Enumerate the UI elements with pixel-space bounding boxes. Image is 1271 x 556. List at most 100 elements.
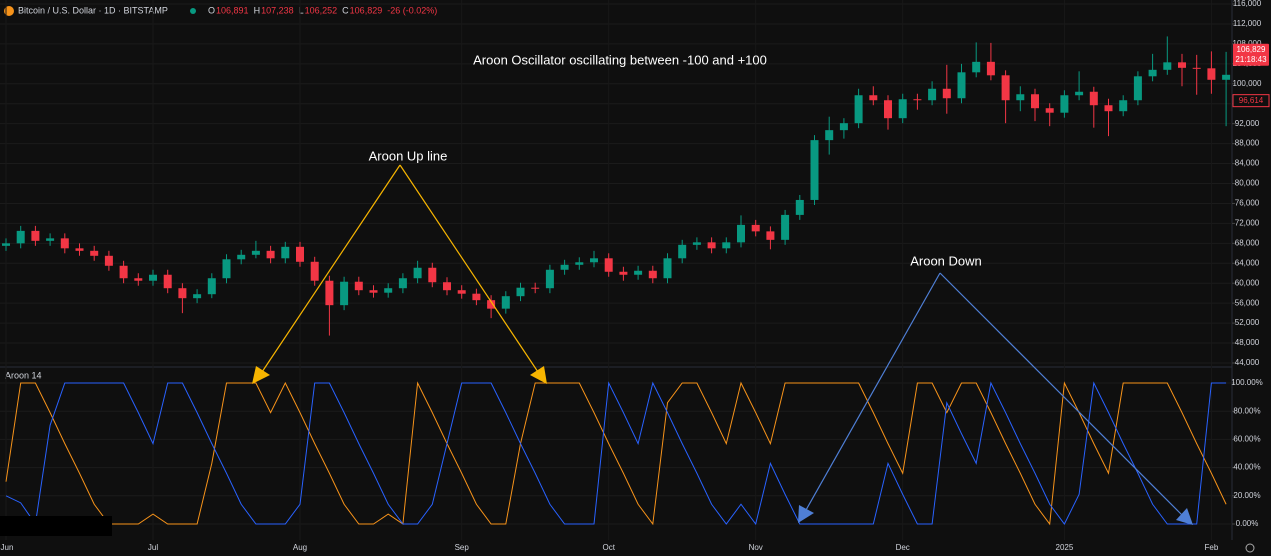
candle-body: [707, 242, 716, 249]
candle-body: [531, 287, 540, 289]
y-tick-label: 92,000: [1235, 119, 1260, 128]
candle-body: [942, 88, 951, 99]
candle-body: [16, 230, 25, 244]
y-tick-label: 52,000: [1235, 318, 1260, 327]
y-tick-label: 100,000: [1233, 79, 1262, 88]
arrow-head: [252, 366, 270, 384]
ohlc-value: 107,238: [261, 5, 294, 15]
annotation: Aroon Oscillator oscillating between -10…: [473, 52, 767, 67]
ohlc-value: 106,891: [216, 5, 249, 15]
y-tick-label: 112,000: [1233, 19, 1262, 28]
candle-body: [384, 288, 393, 293]
y-tick-label: 20.00%: [1233, 491, 1260, 500]
candle-body: [604, 258, 613, 272]
candle-body: [296, 246, 304, 262]
annotation: Aroon Down: [910, 253, 982, 268]
aroon-line: [5, 381, 1227, 526]
price-change: -26 (-0.02%): [387, 5, 437, 15]
candle-body: [957, 72, 966, 99]
candle-body: [325, 280, 334, 306]
x-tick-label: Dec: [896, 543, 910, 552]
candle-body: [751, 224, 760, 232]
last-price-label: 106,829: [1237, 45, 1266, 54]
x-tick-label: Nov: [749, 543, 763, 552]
candle-body: [119, 265, 128, 279]
y-tick-label: 116,000: [1233, 0, 1262, 8]
annotation: Aroon Up line: [369, 148, 448, 163]
candle-body: [1031, 94, 1039, 109]
candle-body: [237, 254, 246, 260]
candle-body: [648, 270, 657, 279]
y-tick-label: 48,000: [1235, 338, 1260, 347]
ohlc-value: 106,829: [350, 5, 383, 15]
candle-body: [501, 296, 510, 309]
candle-body: [207, 278, 216, 295]
candle-body: [869, 95, 878, 101]
candle-body: [663, 258, 672, 279]
status-dot: [190, 8, 196, 14]
candle-body: [1207, 68, 1216, 80]
y-tick-label: 60.00%: [1233, 435, 1260, 444]
candle-body: [178, 288, 187, 299]
candle-body: [722, 242, 731, 249]
y-tick-label: 76,000: [1235, 199, 1260, 208]
x-tick-label: Jul: [148, 543, 158, 552]
y-tick-label: 68,000: [1235, 238, 1260, 247]
candle-body: [398, 278, 407, 289]
price-tag: [1232, 94, 1270, 108]
candle-body: [795, 199, 804, 215]
candle-body: [149, 274, 157, 281]
y-tick-label: 40.00%: [1233, 463, 1260, 472]
candle-body: [590, 258, 598, 263]
candle-body: [46, 238, 55, 241]
settings-icon[interactable]: [1245, 543, 1255, 553]
candle-body: [281, 246, 290, 259]
y-tick-label: 84,000: [1235, 159, 1260, 168]
y-tick-label: 80.00%: [1233, 406, 1260, 415]
candle-body: [619, 271, 628, 275]
annotation-arrows: [252, 164, 1193, 525]
candle-body: [854, 95, 863, 124]
candle-body: [737, 224, 745, 243]
candle-body: [766, 231, 775, 240]
candle-body: [986, 61, 995, 76]
ohlc-legend: O 106,891 H 107,238 L 106,252 C 106,829 -26 (-0.…: [208, 5, 437, 15]
arrow-head: [798, 505, 814, 523]
candle-body: [369, 290, 378, 293]
ohlc-value: 106,252: [305, 5, 338, 15]
candle-body: [1133, 76, 1142, 101]
countdown: 21:18:43: [1235, 55, 1267, 64]
arrow-head: [530, 366, 547, 384]
candle-body: [575, 262, 584, 265]
candle-body: [928, 88, 937, 101]
candle-body: [193, 294, 202, 299]
candle-body: [825, 130, 834, 141]
ohlc-key: O: [208, 5, 215, 15]
candle-body: [884, 100, 892, 119]
candle-body: [443, 282, 451, 291]
candle-body: [1001, 75, 1010, 101]
y-tick-label: 60,000: [1235, 278, 1260, 287]
candle-body: [898, 99, 907, 119]
candle-body: [913, 99, 922, 101]
candle-body: [1148, 69, 1157, 77]
y-tick-label: 64,000: [1235, 258, 1260, 267]
y-tick-label: 72,000: [1235, 218, 1260, 227]
y-tick-label: 108,000: [1233, 39, 1262, 48]
ohlc-key: L: [299, 5, 304, 15]
marked-price-label: 96,614: [1239, 96, 1264, 105]
y-tick-label: 80,000: [1235, 179, 1260, 188]
y-tick-label: 44,000: [1235, 358, 1260, 367]
candle-body: [134, 278, 143, 281]
candle-body: [413, 267, 422, 279]
arrow-line: [805, 272, 941, 511]
x-tick-label: Aug: [293, 543, 307, 552]
candle-body: [839, 123, 848, 131]
candle-body: [1016, 94, 1025, 101]
candle-body: [634, 270, 643, 275]
candle-body: [457, 290, 466, 294]
candle-body: [1119, 100, 1128, 112]
candle-body: [560, 264, 569, 270]
